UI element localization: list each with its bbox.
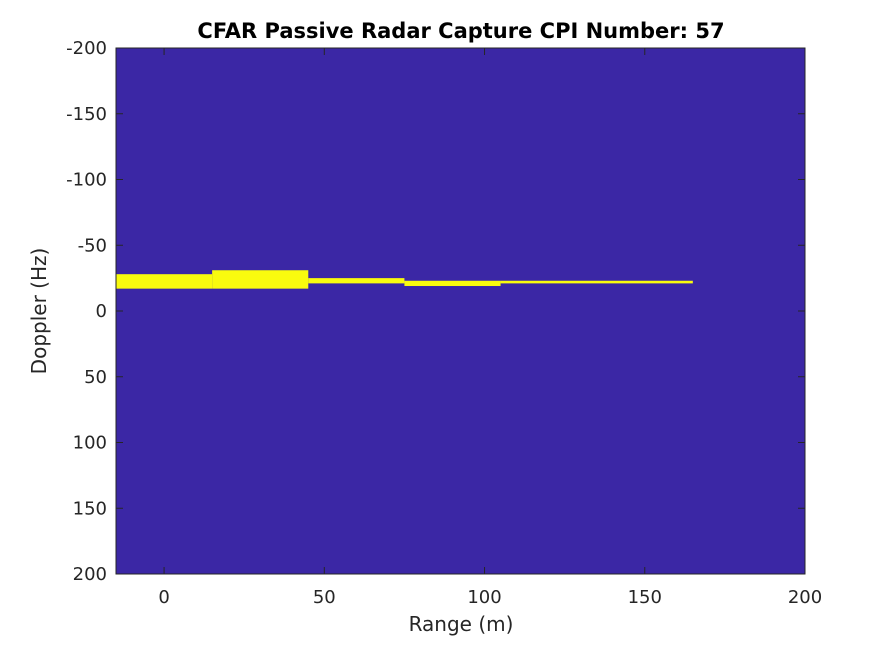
y-tick-label: 50 bbox=[84, 367, 107, 388]
y-tick-label: -100 bbox=[66, 170, 107, 191]
y-tick-label: 150 bbox=[73, 498, 107, 519]
x-tick-label: 150 bbox=[628, 587, 662, 608]
detection-cell-4 bbox=[404, 280, 501, 287]
y-axis-ticks: -200 -150 -100 -50 0 50 100 150 200 bbox=[66, 38, 805, 585]
detections-layer bbox=[116, 270, 693, 289]
detection-cell-2 bbox=[212, 270, 309, 289]
x-tick-label: 50 bbox=[313, 587, 336, 608]
y-tick-label: -200 bbox=[66, 38, 107, 59]
detection-cell-1 bbox=[116, 274, 213, 289]
x-axis-label: Range (m) bbox=[409, 612, 514, 636]
x-axis-ticks: 0 50 100 150 200 bbox=[158, 48, 822, 608]
y-tick-label: -150 bbox=[66, 104, 107, 125]
y-tick-label: 0 bbox=[96, 301, 107, 322]
y-axis-label: Doppler (Hz) bbox=[27, 248, 51, 375]
detection-cell-3 bbox=[308, 278, 405, 284]
chart-title: CFAR Passive Radar Capture CPI Number: 5… bbox=[197, 19, 724, 43]
y-tick-label: 100 bbox=[73, 433, 107, 454]
detection-cell-5 bbox=[500, 280, 693, 284]
x-tick-label: 200 bbox=[788, 587, 822, 608]
plot-area bbox=[116, 48, 805, 574]
y-tick-label: -50 bbox=[78, 235, 107, 256]
x-tick-label: 100 bbox=[467, 587, 501, 608]
y-tick-label: 200 bbox=[73, 564, 107, 585]
x-tick-label: 0 bbox=[158, 587, 169, 608]
